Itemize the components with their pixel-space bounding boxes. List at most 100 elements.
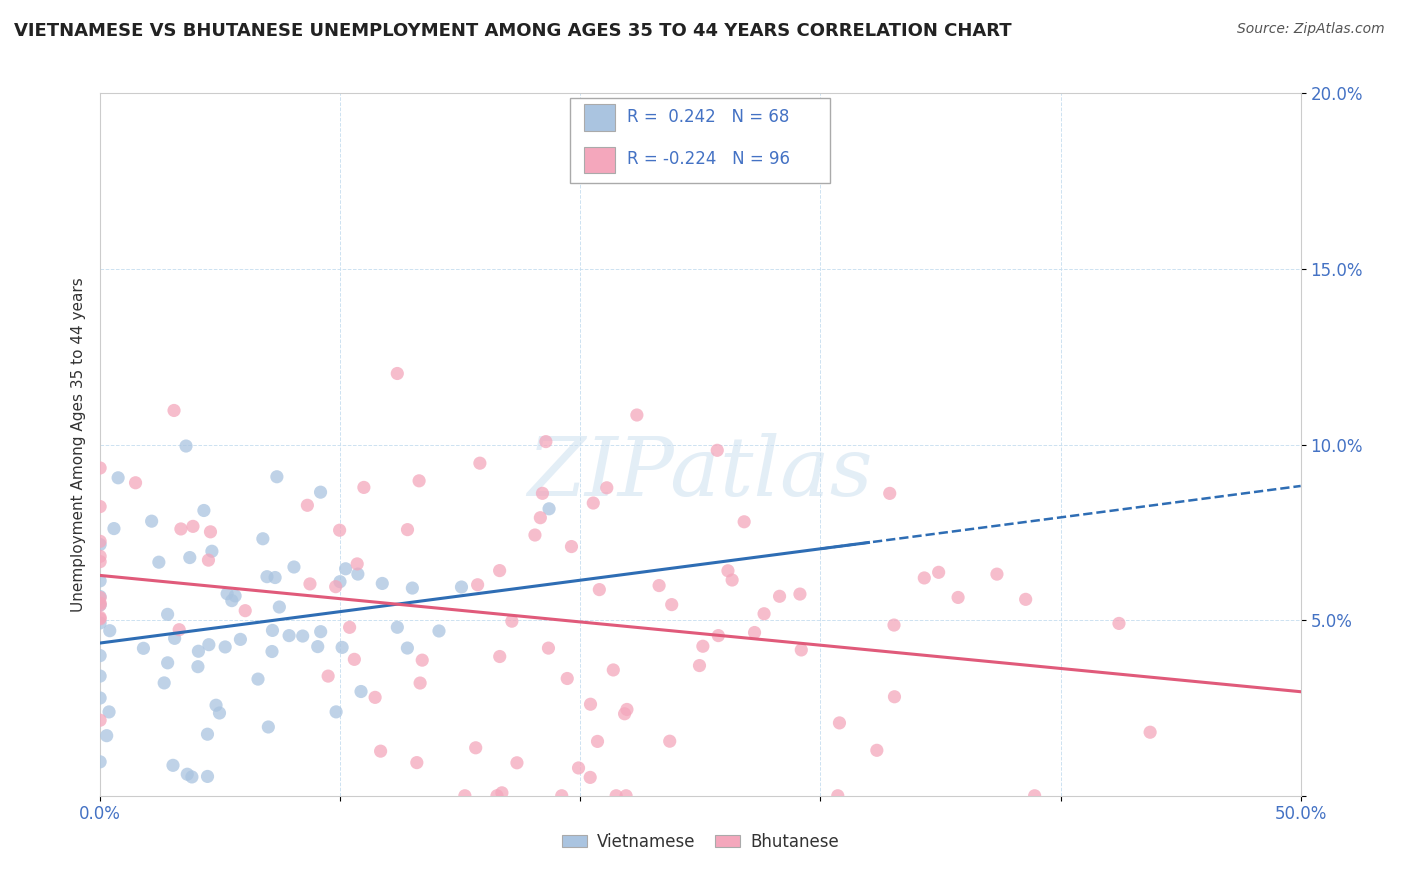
Point — [187, 659, 209, 673]
Y-axis label: Unemployment Among Ages 35 to 44 years: Unemployment Among Ages 35 to 44 years — [72, 277, 86, 612]
Point — [148, 555, 170, 569]
Point — [89, 596, 111, 610]
Point — [551, 789, 574, 803]
Point — [717, 564, 740, 578]
Point — [89, 691, 111, 706]
Point — [89, 610, 111, 624]
Point — [124, 475, 146, 490]
Point — [156, 656, 179, 670]
Point — [229, 632, 252, 647]
Point — [180, 770, 202, 784]
Point — [1024, 789, 1046, 803]
Point — [89, 615, 111, 630]
Point — [485, 789, 508, 803]
Point — [335, 562, 357, 576]
Point — [467, 578, 489, 592]
Point — [883, 690, 905, 704]
Point — [174, 439, 197, 453]
Point — [205, 698, 228, 713]
Point — [257, 720, 280, 734]
Point — [347, 567, 370, 582]
Point — [946, 591, 969, 605]
Point — [89, 574, 111, 588]
Point — [538, 501, 561, 516]
Point — [283, 560, 305, 574]
Point — [170, 522, 193, 536]
Point — [789, 587, 811, 601]
Point — [450, 580, 472, 594]
Point — [89, 612, 111, 626]
Point — [278, 629, 301, 643]
Point — [616, 702, 638, 716]
Point — [221, 593, 243, 607]
Point — [167, 623, 190, 637]
Point — [588, 582, 610, 597]
Point — [707, 629, 730, 643]
Point — [752, 607, 775, 621]
Point — [153, 676, 176, 690]
Point — [537, 641, 560, 656]
Point — [579, 698, 602, 712]
Point — [208, 706, 231, 720]
Text: R =  0.242   N = 68: R = 0.242 N = 68 — [627, 108, 789, 126]
Point — [329, 523, 352, 537]
Point — [233, 604, 256, 618]
Point — [252, 532, 274, 546]
Point — [371, 576, 394, 591]
Point — [269, 600, 291, 615]
Point — [260, 644, 283, 658]
Point — [534, 434, 557, 449]
Point — [828, 715, 851, 730]
Point — [98, 624, 121, 638]
Point — [501, 614, 523, 628]
Point — [427, 624, 450, 638]
Text: Source: ZipAtlas.com: Source: ZipAtlas.com — [1237, 22, 1385, 37]
Point — [626, 408, 648, 422]
Point — [89, 591, 111, 605]
Point — [531, 486, 554, 500]
Point — [661, 598, 683, 612]
Point — [396, 523, 419, 537]
Point — [768, 589, 790, 603]
Point — [89, 549, 111, 564]
Point — [339, 620, 361, 634]
Point — [1014, 592, 1036, 607]
Point — [879, 486, 901, 500]
Point — [488, 564, 510, 578]
Point — [89, 598, 111, 612]
Point — [89, 713, 111, 727]
Point — [224, 589, 246, 603]
Point — [405, 756, 427, 770]
Point — [132, 641, 155, 656]
Point — [346, 557, 368, 571]
Point — [866, 743, 889, 757]
Point — [582, 496, 605, 510]
Point — [396, 641, 419, 656]
Point — [89, 648, 111, 663]
Point — [468, 456, 491, 470]
Point — [107, 471, 129, 485]
Point — [309, 624, 332, 639]
Point — [555, 672, 578, 686]
Point — [330, 640, 353, 655]
Point — [579, 771, 602, 785]
Legend: Vietnamese, Bhutanese: Vietnamese, Bhutanese — [555, 826, 845, 858]
Point — [464, 740, 486, 755]
Point — [262, 624, 284, 638]
Point — [89, 534, 111, 549]
Point — [692, 639, 714, 653]
Point — [411, 653, 433, 667]
Point — [200, 524, 222, 539]
Point — [1139, 725, 1161, 739]
Point — [193, 503, 215, 517]
Text: ZIPatlas: ZIPatlas — [527, 433, 873, 513]
Point — [648, 578, 671, 592]
Point — [197, 727, 219, 741]
Point — [297, 498, 319, 512]
Point — [491, 786, 513, 800]
Point — [928, 566, 950, 580]
Point — [187, 644, 209, 658]
Point — [401, 581, 423, 595]
Point — [264, 570, 287, 584]
Point — [298, 577, 321, 591]
